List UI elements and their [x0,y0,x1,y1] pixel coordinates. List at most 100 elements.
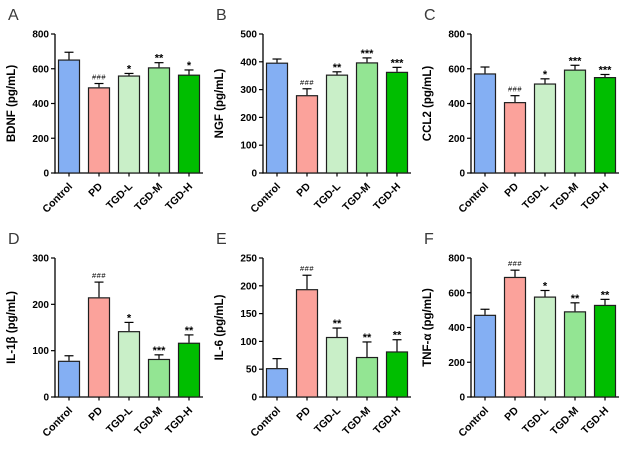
bar-PD [87,87,111,174]
x-tick-label-PD: PD [502,180,521,199]
bar-TGD-L [117,75,141,174]
x-tick-label-Control: Control [40,405,75,440]
figure-panel-F: F 0 200 400 600 800 TNF-α (pg/mL) Control ### PD *… [416,225,624,449]
bar-TGD-M [563,69,587,174]
bar-PD [87,297,111,398]
y-tick-label: 400 [32,99,49,110]
x-tick-label-Control: Control [40,181,75,216]
chart-A: A 0 200 400 600 800 BDNF (pg/mL) Control ### PD * T… [6,7,203,216]
y-axis-title: IL-6 (pg/mL) [214,294,226,360]
bar-PD [295,95,319,174]
y-tick-label: 600 [448,64,465,75]
y-axis-title: BDNF (pg/mL) [6,65,18,142]
figure-panel-A: A 0 200 400 600 800 BDNF (pg/mL) Control ### PD * T… [0,1,208,225]
y-tick-label: 600 [32,64,49,75]
panel-letter: D [8,231,20,248]
bar-TGD-L [533,296,557,398]
y-tick-label: 400 [448,323,465,334]
x-tick-label-TGD-L: TGD-L [520,404,552,436]
bar-TGD-L [117,331,141,398]
y-tick-label: 0 [459,393,465,404]
significance-label: ** [571,293,580,305]
bar-TGD-H [385,351,409,398]
x-tick-label-PD: PD [294,404,313,423]
significance-label: ### [508,259,522,268]
bar-TGD-H [177,74,201,174]
x-tick-label-TGD-M: TGD-M [132,404,165,437]
chart-C: C 0 200 400 600 800 CCL2 (pg/mL) Control ### PD * T… [422,7,619,216]
y-tick-label: 400 [448,99,465,110]
x-tick-label-TGD-H: TGD-H [371,405,403,437]
x-tick-label-TGD-H: TGD-H [163,405,195,437]
y-tick-label: 800 [448,254,465,265]
y-tick-label: 0 [43,169,49,180]
x-tick-label-Control: Control [248,181,283,216]
significance-label: ### [300,264,314,273]
x-tick-label-Control: Control [248,405,283,440]
significance-label: ** [363,332,372,344]
bar-Control [473,314,497,398]
x-tick-label-TGD-H: TGD-H [579,181,611,213]
y-tick-label: 200 [32,134,49,145]
bar-TGD-H [177,342,201,398]
x-tick-label-PD: PD [86,404,105,423]
significance-label: * [127,312,132,324]
chart-B: B 0 100 200 300 400 500 NGF (pg/mL) Control ### PD… [214,7,411,216]
bar-TGD-L [325,336,349,398]
significance-label: *** [599,64,613,76]
y-axis-title: CCL2 (pg/mL) [422,66,434,142]
bar-TGD-H [385,71,409,174]
y-axis-title: IL-1β (pg/mL) [6,291,18,364]
significance-label: *** [391,57,405,69]
bar-Control [265,62,289,174]
y-tick-label: 300 [32,254,49,265]
x-tick-label-TGD-L: TGD-L [104,404,136,436]
chart-E: E 0 50 100 150 200 250 IL-6 (pg/mL) Control ### PD… [214,231,411,440]
figure-panel-D: D 0 100 200 300 IL-1β (pg/mL) Control ### PD * TGD… [0,225,208,449]
y-tick-label: 300 [240,85,257,96]
panel-letter: C [424,7,436,24]
significance-label: ** [185,325,194,337]
y-tick-label: 0 [251,393,257,404]
y-tick-label: 800 [32,30,49,41]
bar-TGD-L [325,74,349,174]
bar-Control [265,368,289,398]
y-tick-label: 250 [240,254,257,265]
x-tick-label-TGD-L: TGD-L [312,180,344,212]
chart-F: F 0 200 400 600 800 TNF-α (pg/mL) Control ### PD *… [422,231,619,440]
bar-TGD-M [147,358,171,398]
x-tick-label-TGD-M: TGD-M [132,180,165,213]
significance-label: ** [333,62,342,74]
significance-label: ** [393,330,402,342]
panel-letter: E [216,231,227,248]
x-tick-label-PD: PD [294,180,313,199]
significance-label: ### [508,85,522,94]
x-tick-label-TGD-L: TGD-L [104,180,136,212]
significance-label: ** [155,53,164,65]
bar-TGD-M [355,356,379,398]
bar-PD [295,289,319,398]
bar-Control [473,73,497,174]
y-tick-label: 200 [448,134,465,145]
y-tick-label: 0 [43,393,49,404]
significance-label: * [187,60,192,72]
bar-TGD-L [533,83,557,174]
y-tick-label: 200 [240,281,257,292]
significance-label: ** [601,289,610,301]
x-tick-label-TGD-L: TGD-L [520,180,552,212]
significance-label: ** [333,318,342,330]
bar-TGD-M [355,62,379,174]
y-axis-title: TNF-α (pg/mL) [422,288,434,367]
y-tick-label: 200 [32,300,49,311]
significance-label: ### [300,78,314,87]
x-tick-label-TGD-M: TGD-M [548,180,581,213]
bar-TGD-H [593,304,617,398]
figure-panel-E: E 0 50 100 150 200 250 IL-6 (pg/mL) Control ### PD… [208,225,416,449]
y-tick-label: 200 [448,358,465,369]
bar-TGD-H [593,77,617,174]
significance-label: ### [92,271,106,280]
y-tick-label: 600 [448,288,465,299]
panel-letter: B [216,7,227,24]
y-tick-label: 0 [251,169,257,180]
